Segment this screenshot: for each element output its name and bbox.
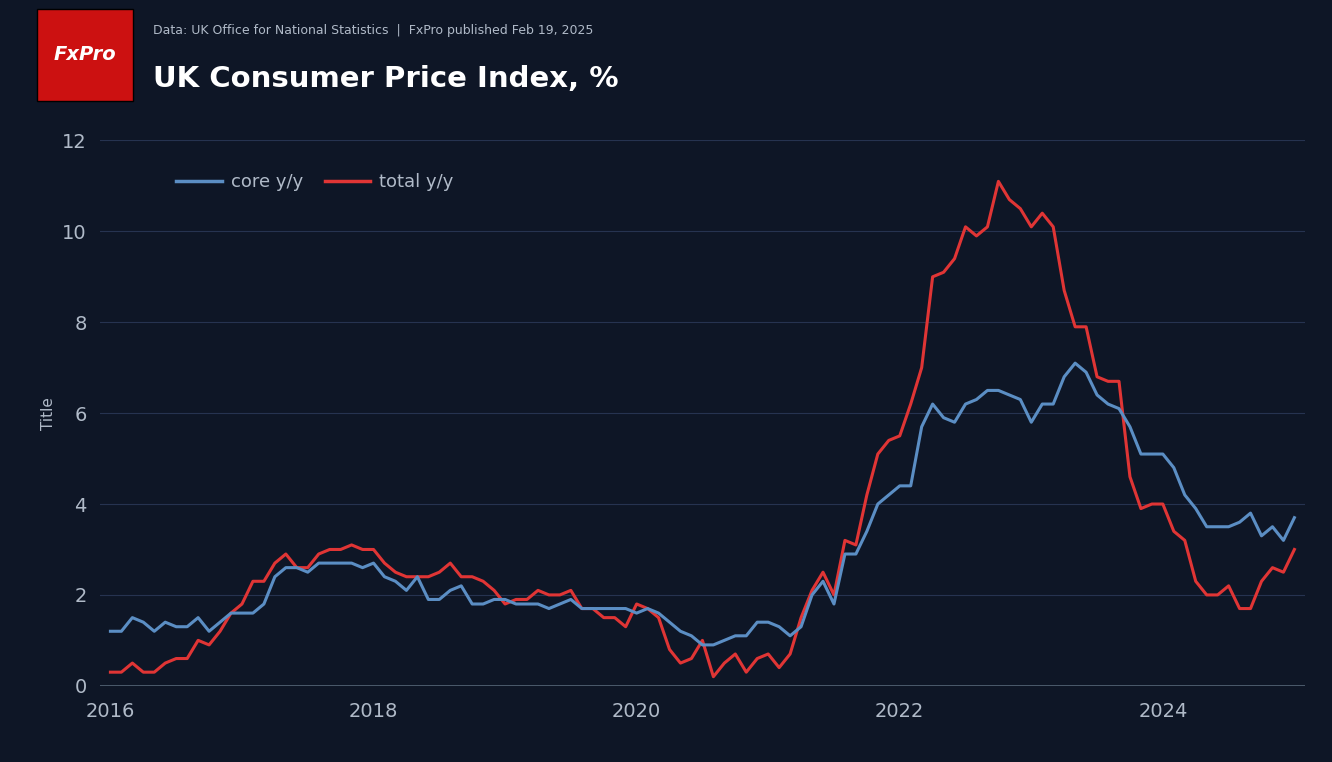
Y-axis label: Title: Title <box>41 397 56 430</box>
Text: FxPro: FxPro <box>53 46 117 65</box>
Text: UK Consumer Price Index, %: UK Consumer Price Index, % <box>153 66 618 93</box>
Legend: core y/y, total y/y: core y/y, total y/y <box>169 166 461 198</box>
Text: Data: UK Office for National Statistics  |  FxPro published Feb 19, 2025: Data: UK Office for National Statistics … <box>153 24 594 37</box>
FancyBboxPatch shape <box>37 9 133 101</box>
